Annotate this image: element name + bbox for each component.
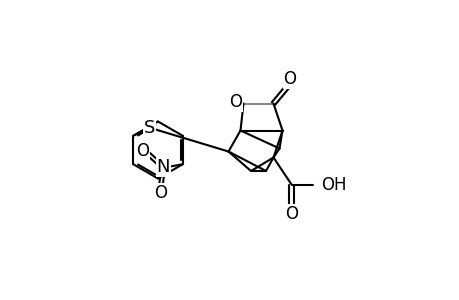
Text: O: O — [135, 142, 148, 160]
Text: S: S — [144, 119, 155, 137]
Text: O: O — [285, 205, 297, 223]
Text: N: N — [156, 158, 169, 176]
Text: O: O — [229, 93, 242, 111]
Text: O: O — [154, 184, 167, 202]
Text: OH: OH — [321, 176, 346, 194]
Text: O: O — [283, 70, 296, 88]
